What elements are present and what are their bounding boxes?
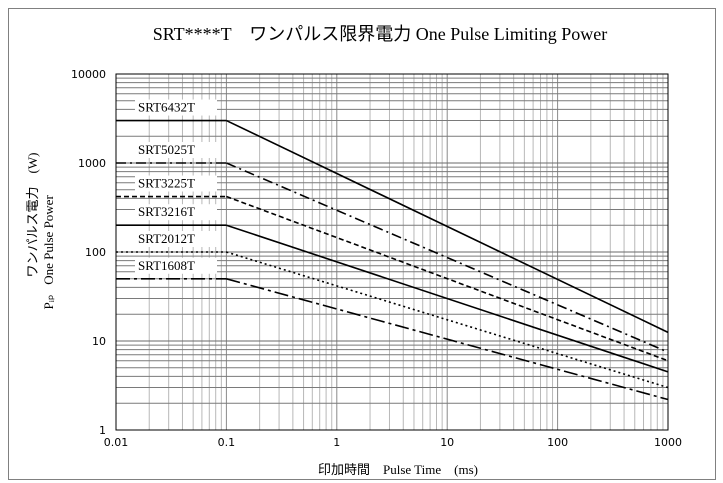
x-tick-label: 0.1 [218,436,236,449]
series-label-bg [135,231,217,247]
series-label-srt2012t: SRT2012T [138,231,195,246]
series-label-bg [135,99,217,116]
series-label-bg [135,204,217,221]
x-tick-label: 1000 [654,436,682,449]
x-tick-label: 1 [333,436,340,449]
series-label-srt5025t: SRT5025T [138,142,195,157]
y-axis-label-line1: ワンパルス電力 (W) [25,153,40,278]
series-line-srt3216t [226,224,669,373]
y-tick-label: 1 [99,424,106,437]
x-tick-label: 0.01 [104,436,129,449]
series-label-srt1608t: SRT1608T [138,258,195,273]
series-label-layer: SRT6432T SRT5025T SRT3225T SRT3216T SRT2012T… [135,99,217,274]
series-label-bg [135,257,217,274]
x-axis-label: 印加時間 Pulse Time (ms) [318,462,478,477]
series-label-srt6432t: SRT6432T [138,100,195,115]
x-tick-label: 100 [547,436,568,449]
grid-layer [115,74,668,431]
y-tick-label: 10000 [71,68,106,81]
series-label-srt3225t: SRT3225T [138,176,195,191]
tick-label-layer: 0.01 0.1 1 10 100 1000 1 10 100 1000 10000 [71,68,682,449]
series-label-srt3216t: SRT3216T [138,204,195,219]
series-line-srt2012t [226,251,669,389]
chart-title: SRT****T ワンパルス限界電力 One Pulse Limiting Po… [153,24,608,44]
y-axis-label-line2: One Pulse Power [41,195,56,285]
y-tick-label: 1000 [78,157,106,170]
chart-frame [8,8,716,480]
y-tick-label: 10 [92,335,106,348]
series-line-srt1608t [226,278,669,401]
series-line-srt3225t [226,195,669,362]
series-label-bg [135,142,217,158]
y-axis-symbol: Pᵢₚ [41,295,56,310]
series-layer [116,119,669,401]
y-tick-label: 100 [85,246,106,259]
series-line-srt5025t [226,162,669,353]
series-label-bg [135,175,217,192]
series-line-srt6432t [226,119,669,334]
x-tick-label: 10 [440,436,454,449]
